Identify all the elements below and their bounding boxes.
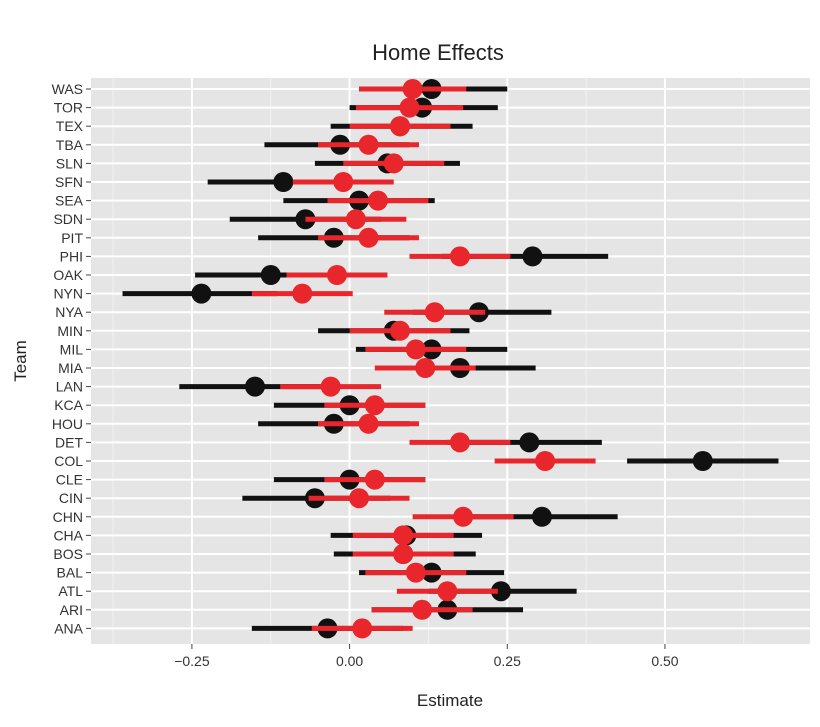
x-axis: −0.25 0.00 0.25 0.50 <box>174 644 679 669</box>
y-tick-label: BOS <box>53 546 83 562</box>
x-tick-label: 0.25 <box>494 653 521 669</box>
estimate-point <box>367 190 388 211</box>
y-tick-label: OAK <box>53 267 83 283</box>
estimate-point <box>490 581 511 602</box>
y-tick-label: MIL <box>60 341 84 357</box>
y-tick-label: TEX <box>56 118 84 134</box>
y-tick-label: ATL <box>58 583 83 599</box>
estimate-point <box>320 376 341 397</box>
estimate-point <box>390 320 411 341</box>
estimate-point <box>260 265 281 285</box>
y-tick-label: SLN <box>56 155 83 171</box>
y-tick-label: CLE <box>56 472 83 488</box>
y-tick-label: DET <box>55 434 83 450</box>
estimate-point <box>412 599 433 620</box>
y-tick-label: CHA <box>53 527 83 543</box>
estimate-point <box>333 172 354 192</box>
estimate-point <box>393 525 414 546</box>
y-tick-label: SEA <box>55 193 84 209</box>
estimate-point <box>358 227 379 248</box>
y-tick-label: TBA <box>56 137 84 153</box>
y-tick-label: COL <box>54 453 83 469</box>
x-axis-label: Estimate <box>417 691 483 710</box>
estimate-point <box>358 413 379 434</box>
y-tick-label: HOU <box>52 416 83 432</box>
estimate-point <box>449 246 470 267</box>
estimate-point <box>273 172 294 192</box>
x-tick-label: 0.00 <box>336 653 363 669</box>
y-axis: WAS TOR TEX TBA SLN SFN SEA SDN PIT PHI OAK NYN NYA M… <box>52 81 91 636</box>
estimate-point <box>326 265 347 285</box>
estimate-point <box>364 469 385 490</box>
x-tick-label: 0.50 <box>651 653 678 669</box>
estimate-point <box>519 432 540 453</box>
plot-panel <box>91 78 810 644</box>
series-layer <box>122 79 779 639</box>
estimate-point <box>399 97 420 118</box>
estimate-point <box>352 618 373 639</box>
y-tick-label: MIA <box>58 360 84 376</box>
estimate-point <box>535 451 556 471</box>
series-2 <box>251 79 596 639</box>
y-tick-label: BAL <box>57 565 84 581</box>
y-tick-label: NYA <box>55 304 83 320</box>
estimate-point <box>345 209 366 230</box>
estimate-point <box>449 432 470 453</box>
estimate-point <box>393 544 414 564</box>
estimate-point <box>522 246 543 267</box>
estimate-point <box>390 116 411 137</box>
estimate-point <box>405 339 426 360</box>
estimate-point <box>402 79 423 99</box>
y-tick-label: MIN <box>57 323 83 339</box>
estimate-point <box>383 153 404 174</box>
estimate-point <box>405 562 426 583</box>
estimate-point <box>292 283 313 304</box>
chart-title: Home Effects <box>372 40 504 65</box>
estimate-point <box>453 506 474 527</box>
estimate-point <box>692 451 713 471</box>
y-tick-label: ANA <box>54 620 83 636</box>
y-tick-label: LAN <box>56 379 83 395</box>
y-tick-label: ARI <box>60 602 83 618</box>
y-axis-label: Team <box>11 340 30 382</box>
x-tick-label: −0.25 <box>174 653 210 669</box>
y-tick-label: PIT <box>61 230 83 246</box>
estimate-point <box>191 283 212 304</box>
y-tick-label: NYN <box>53 286 83 302</box>
estimate-point <box>424 302 445 323</box>
estimate-point <box>531 506 552 527</box>
estimate-point <box>415 358 436 378</box>
estimate-point <box>364 395 385 416</box>
y-tick-label: TOR <box>54 100 83 116</box>
estimate-point <box>349 488 370 509</box>
y-tick-label: CIN <box>59 490 83 506</box>
y-tick-label: SDN <box>53 211 83 227</box>
y-tick-label: PHI <box>60 248 83 264</box>
y-tick-label: WAS <box>52 81 83 97</box>
y-tick-label: KCA <box>54 397 83 413</box>
estimate-point <box>358 134 379 155</box>
y-tick-label: CHN <box>53 509 83 525</box>
estimate-point <box>437 581 458 602</box>
estimate-point <box>244 376 265 397</box>
y-tick-label: SFN <box>55 174 83 190</box>
